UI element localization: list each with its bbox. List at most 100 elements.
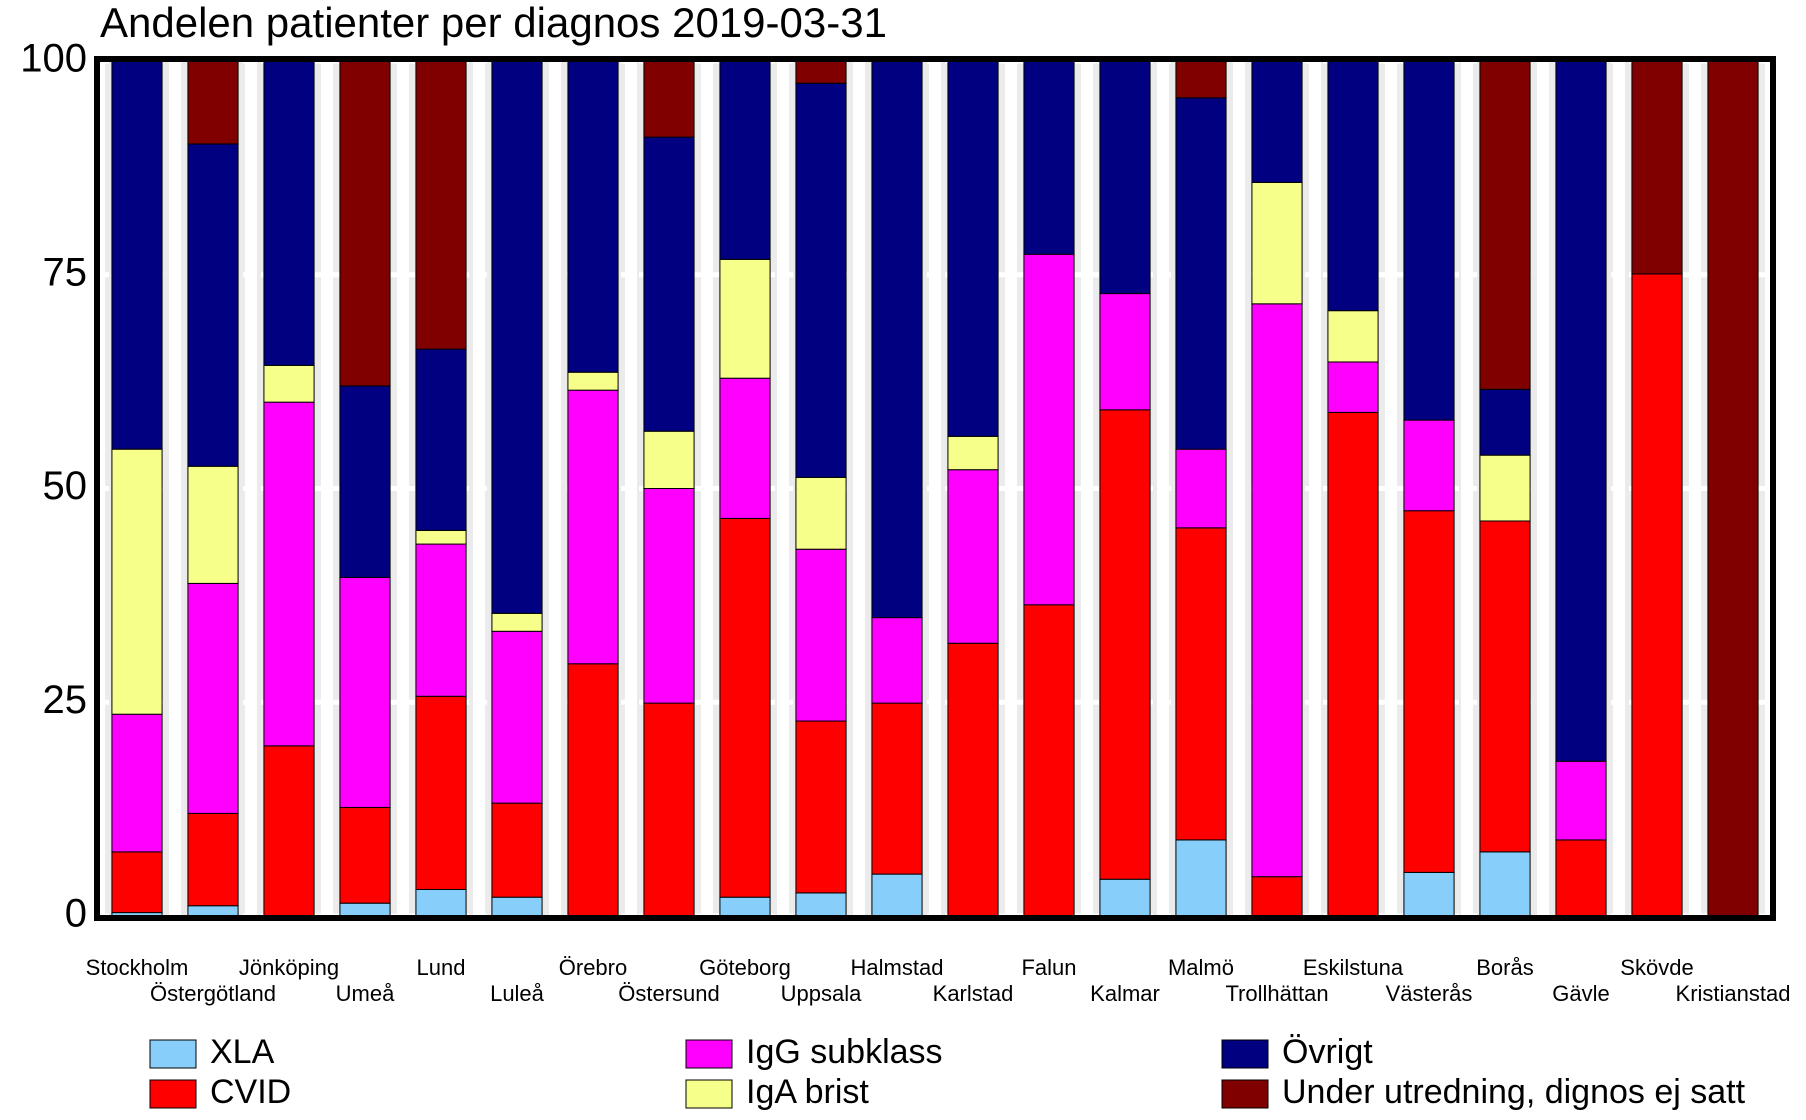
legend-label: Under utredning, dignos ej satt xyxy=(1282,1073,1746,1111)
bar-segment xyxy=(947,60,999,437)
bar-segment xyxy=(187,465,239,584)
bar-segment xyxy=(491,60,543,614)
bar-segment xyxy=(643,60,695,138)
x-tick-label: Gävle xyxy=(1552,981,1609,1006)
bar-segment xyxy=(1175,60,1227,99)
legend-swatch xyxy=(1221,1039,1269,1069)
bar-segment xyxy=(1099,878,1151,917)
bar-segment xyxy=(491,896,543,917)
bar-segment xyxy=(567,389,619,665)
bar-segment xyxy=(491,612,543,632)
bar-segment xyxy=(1631,273,1683,917)
bar-segment xyxy=(1479,388,1531,456)
x-tick-label: Umeå xyxy=(336,981,395,1006)
bar-segment xyxy=(339,60,391,387)
y-tick-label: 25 xyxy=(43,678,88,722)
x-tick-label: Kalmar xyxy=(1090,981,1160,1006)
bar-segment xyxy=(1023,604,1075,917)
bar-segment xyxy=(1479,454,1531,522)
bar-segment xyxy=(643,430,695,489)
bar-segment xyxy=(719,377,771,519)
x-tick-label: Falun xyxy=(1021,955,1076,980)
bar-segment xyxy=(415,348,467,531)
bar-segment xyxy=(795,720,847,894)
legend-label: IgA brist xyxy=(746,1073,869,1111)
bar-segment xyxy=(1327,310,1379,363)
bar-segment xyxy=(795,892,847,917)
bar-segment xyxy=(1555,60,1607,762)
x-tick-label: Östergötland xyxy=(150,981,276,1006)
bar-segment xyxy=(567,371,619,391)
bar-segment xyxy=(871,702,923,875)
bar-segment xyxy=(339,385,391,578)
x-tick-label: Eskilstuna xyxy=(1303,955,1404,980)
legend-label: IgG subklass xyxy=(746,1033,943,1071)
bar-segment xyxy=(643,136,695,432)
x-tick-label: Kristianstad xyxy=(1676,981,1791,1006)
bar-segment xyxy=(1631,60,1683,275)
bar-segment xyxy=(263,364,315,403)
bar-segment xyxy=(1555,839,1607,917)
bar-segment xyxy=(947,642,999,917)
bar-segment xyxy=(795,82,847,478)
bar-segment xyxy=(1251,303,1303,878)
bar-segment xyxy=(111,448,163,715)
bar-segment xyxy=(415,543,467,697)
x-tick-label: Trollhättan xyxy=(1225,981,1328,1006)
bar-segment xyxy=(947,435,999,471)
bar-segment xyxy=(263,401,315,747)
bar-segment xyxy=(1479,60,1531,390)
chart-title: Andelen patienter per diagnos 2019-03-31 xyxy=(100,0,887,46)
legend-swatch xyxy=(149,1079,197,1109)
bar-segment xyxy=(1403,419,1455,512)
bar-segment xyxy=(339,806,391,904)
bar-segment xyxy=(1479,520,1531,853)
bar-segment xyxy=(187,582,239,814)
bar-segment xyxy=(1175,448,1227,529)
bar-segment xyxy=(1023,60,1075,255)
y-tick-label: 0 xyxy=(65,892,87,936)
bar-segment xyxy=(1403,510,1455,873)
legend-swatch xyxy=(685,1079,733,1109)
bar-segment xyxy=(1327,411,1379,917)
bar-segment xyxy=(339,902,391,917)
bar-segment xyxy=(415,60,467,350)
x-tick-label: Luleå xyxy=(490,981,545,1006)
bar-segment xyxy=(1403,60,1455,421)
x-tick-label: Västerås xyxy=(1386,981,1473,1006)
bar-segment xyxy=(1175,839,1227,917)
y-tick-label: 50 xyxy=(43,464,88,508)
bar-segment xyxy=(643,488,695,704)
bar-segment xyxy=(1327,361,1379,413)
bar-segment xyxy=(1251,876,1303,917)
x-tick-label: Örebro xyxy=(559,955,627,980)
legend-swatch xyxy=(685,1039,733,1069)
legend-swatch xyxy=(149,1039,197,1069)
bar-segment xyxy=(263,745,315,917)
bar-segment xyxy=(1023,253,1075,606)
x-tick-label: Stockholm xyxy=(86,955,189,980)
bar-segment xyxy=(263,60,315,366)
bar-segment xyxy=(719,60,771,260)
bar-segment xyxy=(491,630,543,804)
bar-segment xyxy=(1099,409,1151,880)
x-tick-label: Jönköping xyxy=(239,955,339,980)
bar-segment xyxy=(1099,60,1151,295)
bar-segment xyxy=(567,60,619,373)
x-tick-label: Halmstad xyxy=(851,955,944,980)
bar-segment xyxy=(795,476,847,550)
bar-segment xyxy=(567,663,619,917)
bar-segment xyxy=(111,60,163,450)
bar-segment xyxy=(1099,293,1151,411)
bar-segment xyxy=(719,896,771,917)
bar-segment xyxy=(643,702,695,917)
bar-segment xyxy=(111,713,163,853)
x-tick-label: Uppsala xyxy=(781,981,862,1006)
bar-segment xyxy=(1479,851,1531,917)
x-tick-label: Malmö xyxy=(1168,955,1234,980)
legend-swatch xyxy=(1221,1079,1269,1109)
bar-segment xyxy=(795,60,847,84)
bar-segment xyxy=(1555,760,1607,841)
x-tick-label: Borås xyxy=(1476,955,1533,980)
